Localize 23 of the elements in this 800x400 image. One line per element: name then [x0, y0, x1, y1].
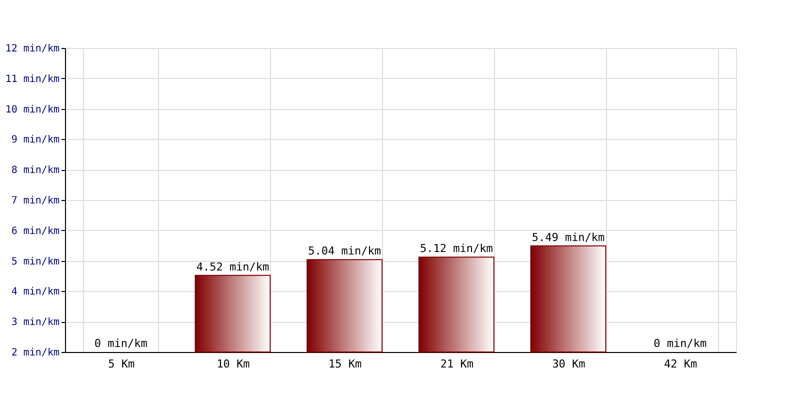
y-tick-label: 7 min/km — [11, 196, 60, 206]
x-tick-label: 30 Km — [552, 358, 586, 370]
x-tick-label: 42 Km — [664, 358, 698, 370]
data-label: 5.04 min/km — [308, 244, 382, 258]
data-label: 5.49 min/km — [532, 230, 606, 244]
y-tick-label: 3 min/km — [11, 317, 60, 328]
x-tick-label: 10 Km — [216, 358, 250, 370]
y-tick-label: 2 min/km — [11, 348, 60, 358]
y-tick-label: 9 min/km — [11, 134, 60, 146]
y-tick-label: 8 min/km — [11, 165, 60, 176]
text: 0 min/km — [654, 337, 707, 350]
x-tick-label: 21 Km — [440, 358, 474, 370]
y-tick-label: 6 min/km — [11, 226, 60, 237]
y-tick-label: 4 min/km — [11, 286, 60, 298]
y-tick-label: 12 min/km — [5, 44, 60, 54]
data-label: 5.12 min/km — [420, 242, 494, 256]
x-tick-label: 5 Km — [108, 358, 136, 370]
text: 0 min/km — [94, 337, 148, 350]
x-tick-label: 15 Km — [328, 358, 362, 370]
y-tick-label: 11 min/km — [5, 74, 60, 85]
y-tick-label: 10 min/km — [5, 104, 60, 116]
y-tick-label: 5 min/km — [11, 256, 60, 268]
data-label: 4.52 min/km — [196, 260, 270, 274]
